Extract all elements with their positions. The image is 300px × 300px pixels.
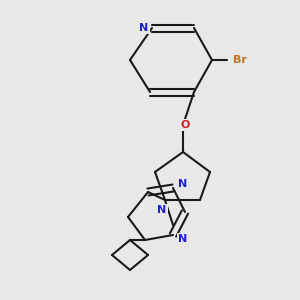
Text: N: N (178, 234, 188, 244)
Text: N: N (140, 23, 148, 33)
Text: N: N (178, 179, 188, 189)
Text: Br: Br (233, 55, 247, 65)
Text: O: O (180, 120, 190, 130)
Text: N: N (158, 205, 166, 215)
